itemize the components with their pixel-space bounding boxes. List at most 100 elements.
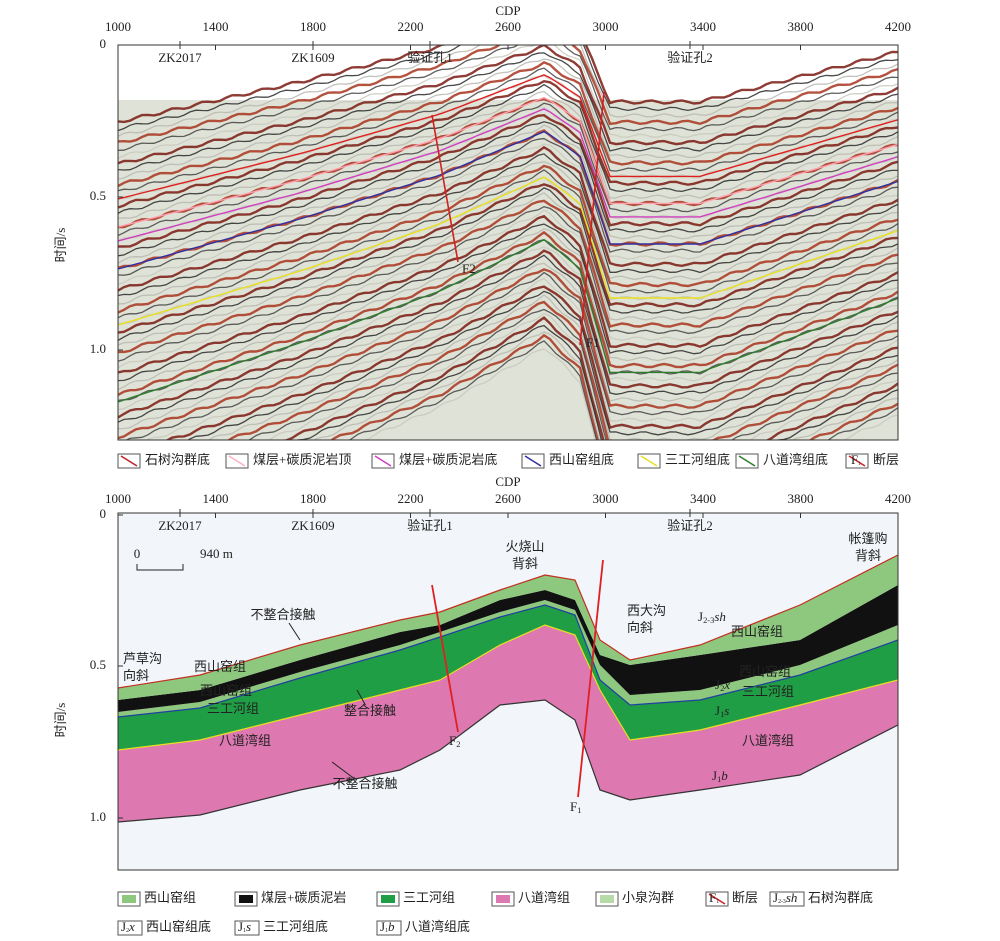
- seismic-trace: [118, 268, 898, 440]
- legend-label: 八道湾组底: [405, 919, 470, 934]
- formula-base: J: [380, 919, 385, 934]
- seismic-trace: [118, 113, 898, 248]
- seismic-trace: [247, 308, 898, 440]
- seismic-section: [118, 45, 898, 440]
- legend-label: 小泉沟群: [622, 890, 674, 905]
- x-tick-label: 4200: [885, 19, 911, 34]
- seismic-trace: [118, 45, 898, 143]
- seismic-trace: [118, 90, 898, 220]
- formula-base: J: [712, 768, 717, 783]
- formula-italic: sh: [786, 890, 798, 905]
- xishanyao-base: [118, 604, 898, 718]
- legend-line: [120, 455, 138, 467]
- y-tick-label: 0.5: [90, 657, 106, 672]
- well-label: 验证孔1: [407, 50, 453, 65]
- formula-label: J2x: [715, 677, 730, 693]
- formation-label: 西山窑组: [731, 624, 783, 639]
- horizon: [118, 130, 898, 270]
- legend-label: 三工河组底: [263, 919, 328, 934]
- seismic-trace: [118, 143, 898, 286]
- formula-base: J: [773, 890, 778, 905]
- x-tick-label: 2200: [398, 491, 424, 506]
- formula-sub: 2-3: [778, 899, 786, 905]
- x-tick-label: 1800: [300, 19, 326, 34]
- formula-base: J: [238, 919, 243, 934]
- well-label: 验证孔2: [667, 518, 713, 533]
- scale-bar: [136, 564, 184, 571]
- structure-label: 背斜: [512, 556, 538, 571]
- contact-label: 不整合接触: [332, 776, 397, 791]
- legend-swatch: [234, 920, 260, 936]
- legend-swatch-text: F1: [851, 452, 861, 467]
- fault: [431, 114, 459, 263]
- formation-label: 西山窑组: [194, 659, 246, 674]
- sangonghe-base: [118, 624, 898, 751]
- x-tick-label: 3800: [788, 19, 814, 34]
- well-label: 验证孔1: [407, 518, 453, 533]
- seismic-trace: [118, 206, 898, 362]
- x-tick-label: 3400: [690, 19, 716, 34]
- legend-line: [228, 455, 246, 467]
- structure-label: 火烧山: [505, 539, 544, 554]
- formula-label: J1s: [715, 703, 729, 719]
- formation-label: 八道湾组: [742, 733, 794, 748]
- seismic-trace: [278, 316, 898, 440]
- seismic-trace: [118, 45, 898, 137]
- seismic-trace: [296, 324, 898, 440]
- y-tick-label: 1.0: [90, 341, 106, 356]
- x-tick-label: 3800: [788, 491, 814, 506]
- seismic-trace: [118, 214, 898, 374]
- seismic-trace: [118, 45, 898, 165]
- seismic-trace: [118, 67, 898, 192]
- x-tick-label: 1400: [203, 19, 229, 34]
- seismic-trace: [145, 277, 898, 440]
- y-tick-label: 0: [100, 506, 107, 521]
- badaowan-base: [118, 699, 898, 823]
- formation-label: 西山窑组: [739, 664, 791, 679]
- legend-swatch-text: J1s: [238, 919, 251, 934]
- seismic-trace: [118, 45, 898, 160]
- x-tick-label: 1000: [105, 19, 131, 34]
- seismic-trace: [118, 254, 898, 423]
- horizon: [118, 108, 898, 242]
- formula-letter: F: [570, 799, 577, 814]
- scale-end: 940 m: [200, 546, 233, 561]
- formula-base: J: [698, 609, 703, 624]
- contact-arrow: [331, 761, 354, 779]
- seismic-trace: [118, 183, 898, 334]
- legend-fill: [600, 895, 614, 903]
- layer-xishanyao-lower: [118, 600, 898, 717]
- legend-label: 八道湾组底: [763, 452, 828, 467]
- legend-label: 西山窑组底: [549, 452, 614, 467]
- legend-swatch-text: F1: [709, 890, 719, 905]
- seismic-trace: [118, 145, 898, 292]
- formula-italic: s: [724, 703, 729, 718]
- y-axis-title: 时间/s: [53, 228, 68, 263]
- seismic-trace: [226, 300, 898, 440]
- seismic-trace: [165, 285, 898, 440]
- formula-sub: 1: [717, 774, 721, 784]
- geologic-section: [118, 513, 898, 870]
- seismic-trace: [118, 137, 898, 276]
- formula-italic: x: [723, 677, 730, 692]
- formula-letter: F: [851, 452, 858, 467]
- legend-fill: [381, 895, 395, 903]
- seismic-trace: [118, 45, 898, 132]
- structure-label: 芦草沟: [123, 651, 162, 666]
- top-boundary: [118, 554, 898, 689]
- x-tick-label: 2200: [398, 19, 424, 34]
- legend-label: 三工河组底: [665, 452, 730, 467]
- legend-label: 煤层+碳质泥岩顶: [253, 452, 351, 467]
- x-tick-label: 3000: [593, 19, 619, 34]
- legend-label: 石树沟群底: [145, 452, 210, 467]
- legend-label: 断层: [732, 890, 758, 905]
- y-tick-label: 0: [100, 36, 107, 51]
- legend-label: 三工河组: [403, 890, 455, 905]
- legend-label: 西山窑组: [144, 890, 196, 905]
- x-tick-label: 1000: [105, 491, 131, 506]
- formula-sub: 1: [385, 928, 388, 934]
- scale-start: 0: [134, 546, 141, 561]
- fault: [431, 584, 459, 733]
- legend-swatch-text: J2x: [121, 919, 135, 934]
- legend-swatch: [117, 920, 143, 936]
